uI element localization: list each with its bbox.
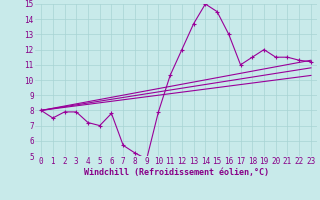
X-axis label: Windchill (Refroidissement éolien,°C): Windchill (Refroidissement éolien,°C): [84, 168, 268, 177]
